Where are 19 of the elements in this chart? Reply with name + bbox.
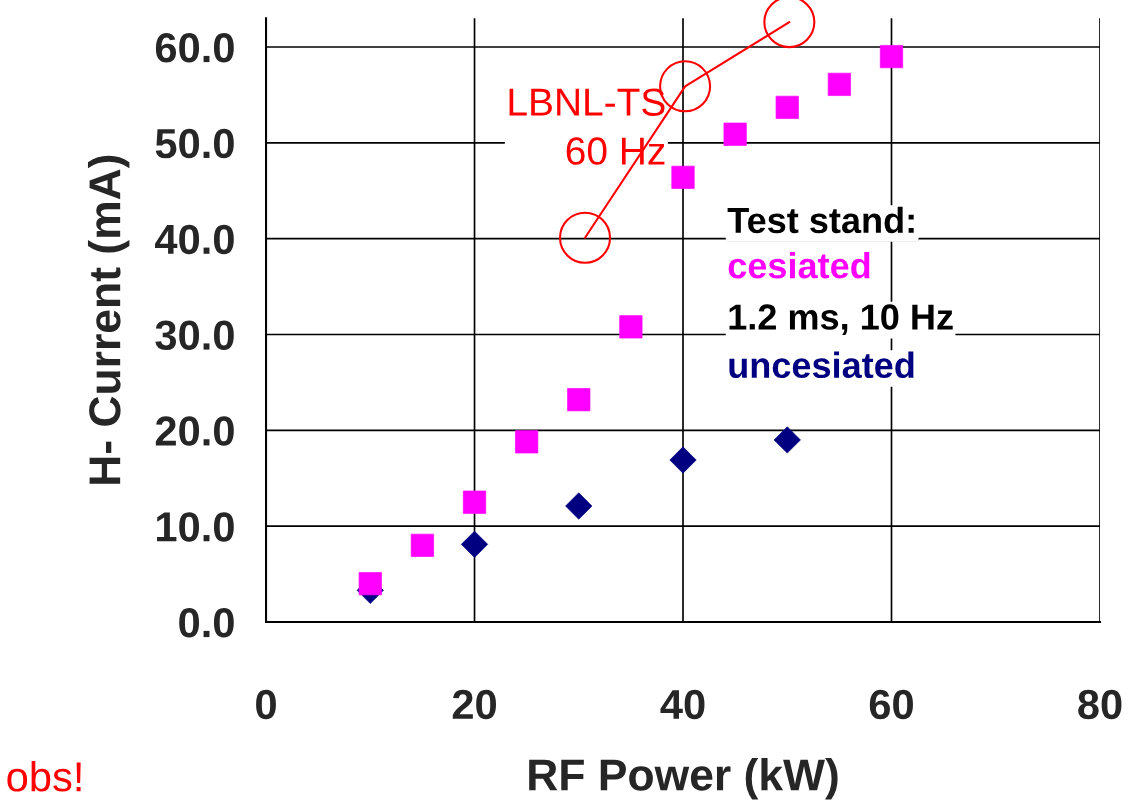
x-tick-label: 40 — [660, 689, 705, 720]
x-tick-label: 80 — [1078, 689, 1122, 720]
y-tick-label: 50.0 — [155, 128, 234, 159]
series-label: cesiated — [728, 251, 870, 279]
series-label: uncesiated — [729, 351, 914, 379]
y-tick-label: 60.0 — [155, 33, 234, 63]
y-tick-label: 20.0 — [155, 416, 234, 446]
y-tick-label: 30.0 — [155, 320, 234, 351]
y-axis-title: H- Current (mA) — [87, 155, 130, 484]
x-axis-title: RF Power (kW) — [529, 758, 838, 800]
y-tick-label: 0.0 — [179, 607, 234, 638]
x-tick-label: 0 — [256, 689, 276, 720]
legend-title: Test stand: — [727, 206, 914, 234]
y-tick-label: 10.0 — [157, 512, 234, 542]
annotation: 1.2 ms, 10 Hz — [729, 304, 953, 336]
y-tick-label: 40.0 — [155, 224, 234, 255]
x-tick-label: 20 — [452, 689, 496, 720]
x-tick-label: 60 — [869, 689, 913, 720]
text: obs! — [7, 760, 81, 792]
